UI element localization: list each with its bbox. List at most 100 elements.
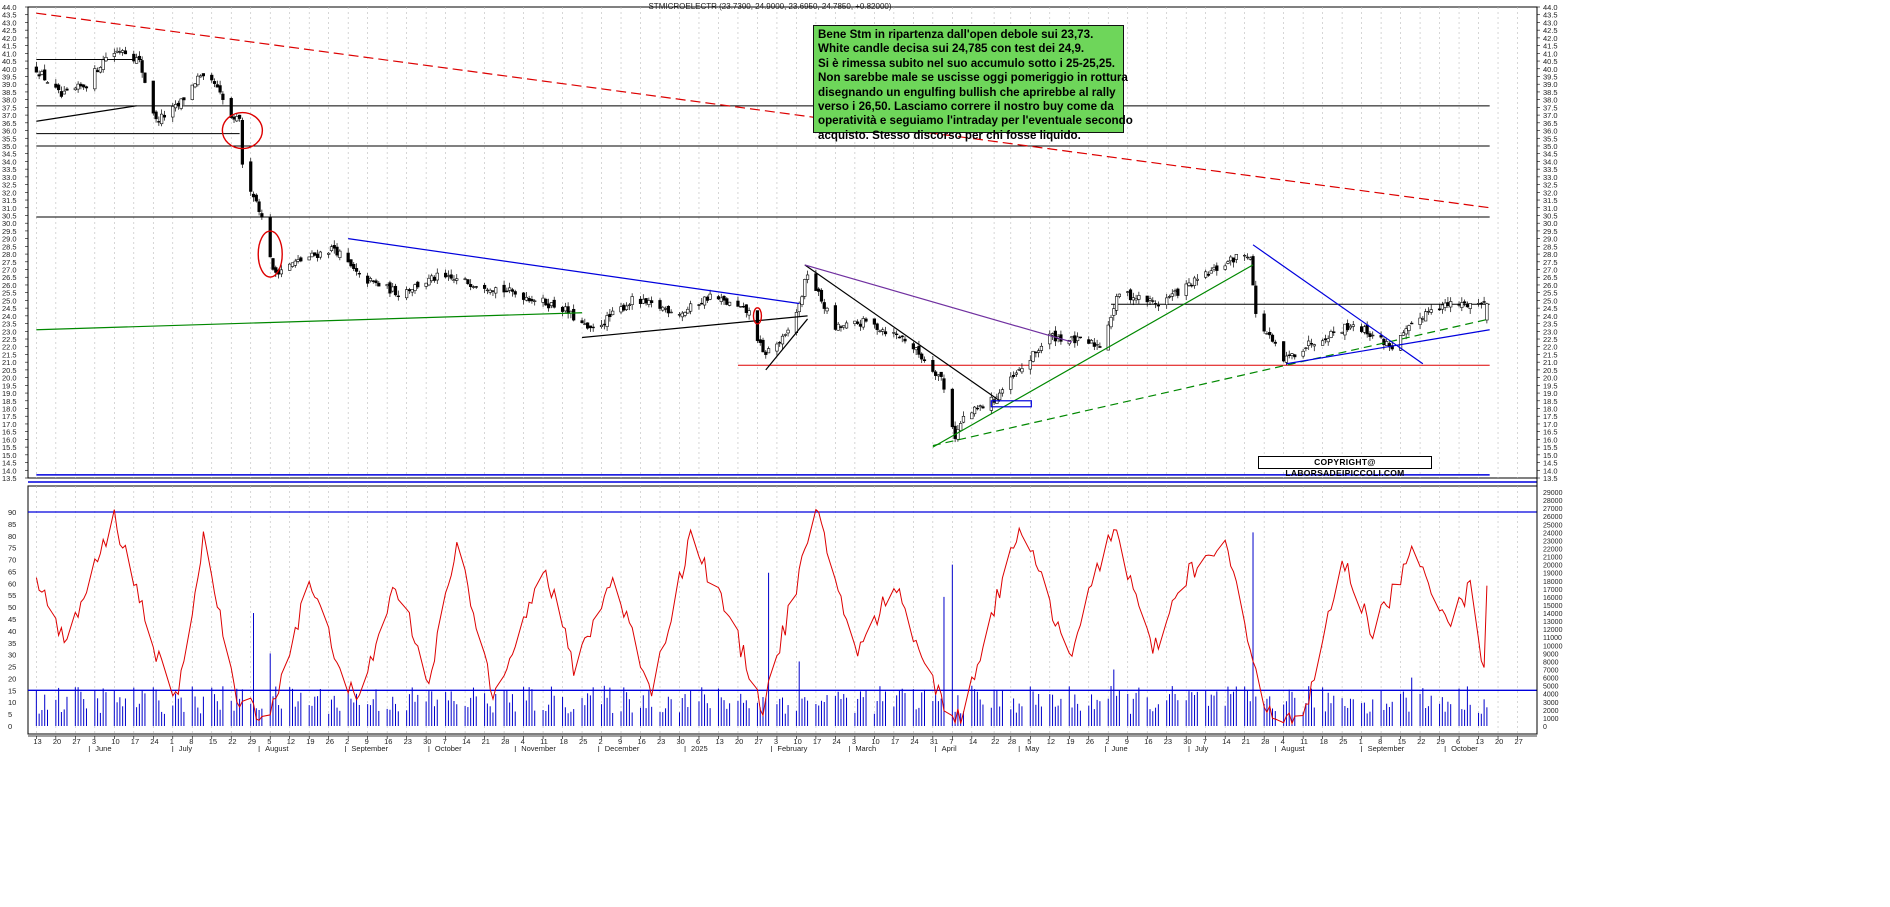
candle	[861, 318, 865, 328]
candle	[1173, 290, 1177, 293]
candle	[485, 289, 489, 292]
date-tick-label: 29	[248, 737, 256, 746]
candle	[1460, 302, 1464, 308]
candle	[1109, 317, 1113, 328]
candle	[1309, 343, 1314, 345]
volume-tick-label: 16000	[1543, 595, 1563, 602]
candle	[1165, 297, 1169, 305]
price-tick-label: 42.0	[1543, 34, 1558, 43]
candle	[416, 281, 420, 288]
volume-tick-label: 14000	[1543, 611, 1563, 618]
date-tick-label: 24	[910, 737, 918, 746]
candle	[1301, 350, 1305, 357]
candle	[580, 320, 584, 324]
candle	[1156, 304, 1160, 307]
candle	[895, 333, 899, 336]
candle	[1463, 301, 1467, 304]
trendline	[581, 315, 808, 339]
candle	[96, 70, 100, 73]
date-tick-label: 2	[345, 737, 349, 746]
candle	[541, 297, 545, 303]
candle	[134, 57, 139, 64]
date-tick-label: 3	[92, 737, 96, 746]
oscillator-tick-label: 30	[8, 651, 16, 660]
date-tick-label: 13	[1476, 737, 1484, 746]
candle	[697, 304, 701, 306]
candle	[739, 306, 743, 308]
candle	[1446, 302, 1450, 306]
candle	[1073, 335, 1077, 344]
note-line: Bene Stm in ripartenza dall'open debole …	[818, 28, 1094, 41]
volume-tick-label: 21000	[1543, 555, 1563, 562]
candle	[1248, 257, 1252, 260]
candle	[794, 312, 799, 334]
candle	[37, 74, 41, 77]
candles	[34, 46, 1489, 443]
volume-tick-label: 26000	[1543, 514, 1563, 521]
candle	[466, 279, 470, 284]
candle	[1368, 333, 1372, 337]
oscillator-tick-label: 25	[8, 663, 16, 672]
note-line: White candle decisa sui 24,785 con test …	[818, 42, 1085, 56]
price-tick-label: 16.5	[2, 428, 17, 437]
volume-bars	[35, 532, 1488, 726]
candle	[1070, 336, 1074, 339]
price-tick-label: 36.0	[2, 127, 17, 136]
price-tick-label: 43.5	[2, 11, 17, 20]
candle	[973, 406, 977, 415]
volume-tick-label: 13000	[1543, 619, 1563, 626]
price-tick-label: 27.0	[1543, 266, 1558, 275]
trendline	[36, 12, 1490, 209]
note-line: disegnando un engulfing bullish che apri…	[818, 85, 1116, 99]
price-tick-label: 40.5	[2, 57, 17, 66]
candle	[605, 315, 609, 327]
candle	[1254, 285, 1258, 314]
price-tick-label: 27.5	[2, 258, 17, 267]
price-tick-label: 40.5	[1543, 57, 1558, 66]
candle	[123, 50, 128, 55]
candle	[942, 378, 946, 390]
candle	[549, 302, 554, 307]
candle	[1379, 335, 1383, 338]
candle	[864, 318, 868, 322]
candle	[1304, 347, 1308, 349]
candle	[783, 334, 787, 336]
candle	[700, 302, 704, 305]
candle	[76, 83, 80, 90]
candle	[1031, 350, 1035, 362]
candle	[391, 286, 395, 292]
candle	[237, 114, 242, 119]
date-tick-label: 10	[111, 737, 119, 746]
price-tick-label: 39.0	[2, 80, 17, 89]
candle	[839, 326, 843, 328]
candle	[836, 323, 840, 331]
candle	[199, 75, 203, 78]
candle	[173, 104, 178, 109]
candle	[560, 306, 565, 312]
candle	[1153, 303, 1158, 305]
candle	[1148, 298, 1152, 301]
candle	[978, 405, 982, 407]
candle	[1482, 301, 1486, 303]
price-tick-label: 41.5	[1543, 42, 1558, 51]
price-tick-label: 27.0	[2, 266, 17, 275]
price-tick-label: 31.5	[1543, 196, 1558, 205]
candle	[1020, 368, 1024, 373]
month-label: July	[1195, 744, 1209, 753]
candle	[920, 353, 924, 360]
date-tick-label: 15	[209, 737, 217, 746]
price-tick-label: 21.0	[2, 358, 17, 367]
price-tick-label: 36.0	[1543, 127, 1558, 136]
volume-tick-label: 4000	[1543, 692, 1559, 699]
candle	[1485, 303, 1489, 321]
date-tick-label: 29	[1437, 737, 1445, 746]
volume-tick-label: 11000	[1543, 635, 1562, 642]
candle	[251, 193, 256, 198]
price-tick-label: 34.5	[2, 150, 17, 159]
date-tick-label: 9	[618, 737, 622, 746]
candle	[121, 50, 125, 53]
candle	[249, 161, 253, 192]
volume-tick-label: 18000	[1543, 579, 1563, 586]
candle	[1192, 277, 1197, 286]
candle	[449, 274, 453, 279]
